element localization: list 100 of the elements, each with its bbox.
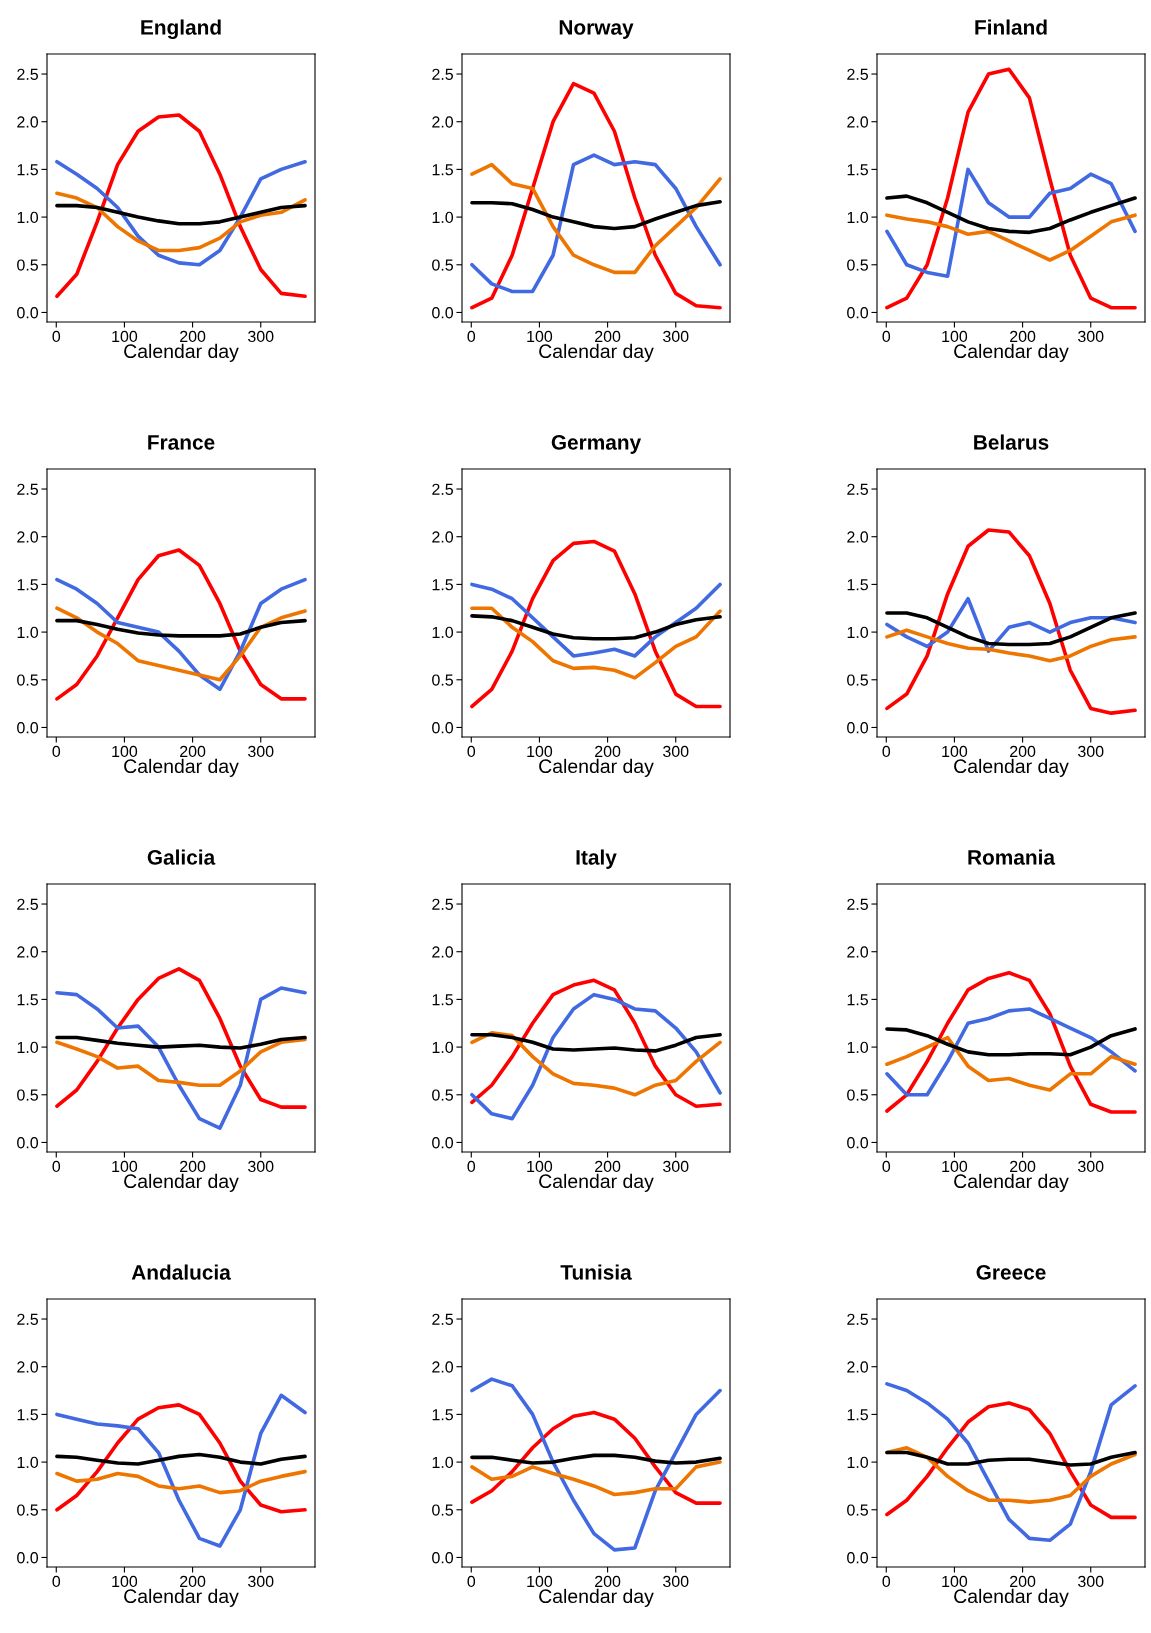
y-tick-label: 1.0: [847, 1041, 869, 1054]
y-tick-label: 2.0: [847, 531, 869, 543]
x-tick-label: 0: [882, 1575, 891, 1588]
line-series: [55, 1469, 307, 1495]
x-tick-label: 0: [882, 330, 891, 343]
x-tick-label: 0: [52, 1575, 61, 1588]
y-tick-label: 2.5: [432, 483, 453, 495]
x-tick-label: 0: [52, 1160, 61, 1173]
x-tick-label: 100: [942, 745, 968, 758]
x-tick-label: 200: [1010, 1160, 1036, 1173]
y-tick-label: 1.0: [432, 211, 454, 224]
x-tick-label: 0: [52, 745, 61, 758]
line-series: [55, 1037, 307, 1088]
line-series: [885, 1007, 1137, 1097]
chart-title: Galicia: [147, 849, 216, 865]
y-tick-label: 1.0: [17, 211, 39, 224]
y-tick-label: 0.0: [432, 307, 454, 319]
x-tick-label: 0: [882, 1160, 891, 1173]
y-tick-label: 1.5: [432, 164, 453, 176]
y-tick-label: 2.5: [17, 68, 38, 80]
line-series: [885, 194, 1137, 235]
line-series: [885, 213, 1137, 262]
line-series: [885, 1401, 1137, 1520]
y-tick-label: 2.5: [432, 1313, 453, 1325]
x-tick-label: 100: [112, 1575, 138, 1588]
x-tick-label: 300: [1078, 1160, 1104, 1173]
y-tick-label: 0.0: [17, 722, 39, 734]
y-tick-label: 0.5: [432, 674, 453, 686]
x-tick-label: 300: [1078, 1575, 1104, 1588]
line-series: [470, 582, 722, 658]
y-tick-label: 2.5: [432, 898, 453, 910]
y-tick-label: 2.5: [432, 68, 453, 80]
line-series: [885, 611, 1137, 647]
line-series: [55, 618, 307, 638]
line-series: [55, 967, 307, 1109]
x-axis-title: Calendar day: [539, 1588, 654, 1607]
x-tick-label: 100: [942, 1575, 968, 1588]
y-tick-label: 1.5: [847, 579, 868, 591]
line-series: [885, 628, 1137, 663]
x-tick-label: 100: [942, 330, 968, 343]
y-tick-label: 1.0: [17, 1041, 39, 1054]
y-tick-label: 1.0: [17, 626, 39, 639]
x-tick-label: 0: [52, 330, 61, 343]
y-tick-label: 0.0: [17, 307, 39, 319]
y-tick-label: 2.5: [17, 898, 38, 910]
y-tick-label: 0.5: [847, 1089, 868, 1101]
x-axis-title: Calendar day: [954, 1588, 1069, 1607]
x-tick-label: 200: [1010, 745, 1036, 758]
x-axis-title: Calendar day: [124, 1173, 239, 1192]
chart-title: Italy: [576, 849, 617, 869]
y-tick-label: 0.0: [432, 722, 454, 734]
line-series: [55, 1035, 307, 1050]
y-tick-label: 2.0: [432, 1361, 454, 1373]
line-series: [55, 203, 307, 226]
y-tick-label: 2.0: [847, 116, 869, 128]
line-series: [55, 113, 307, 299]
line-series: [55, 159, 307, 267]
line-series: [885, 67, 1137, 310]
line-series: [55, 548, 307, 701]
line-series: [470, 81, 722, 310]
y-tick-label: 1.0: [432, 626, 454, 639]
y-tick-label: 0.0: [432, 1137, 454, 1149]
y-tick-label: 1.5: [432, 994, 453, 1006]
line-series: [470, 200, 722, 231]
line-series: [470, 992, 722, 1121]
y-tick-label: 2.5: [847, 898, 868, 910]
y-tick-label: 0.0: [432, 1552, 454, 1564]
y-tick-label: 1.0: [432, 1456, 454, 1469]
chart-title: Greece: [976, 1265, 1046, 1280]
chart-title: Germany: [551, 435, 642, 454]
y-tick-label: 2.0: [17, 116, 39, 128]
line-series: [885, 1035, 1137, 1092]
x-axis-title: Calendar day: [124, 1588, 239, 1607]
x-tick-label: 300: [248, 1575, 274, 1588]
chart-title: France: [148, 435, 215, 450]
y-tick-label: 1.0: [847, 211, 869, 224]
x-tick-label: 200: [595, 330, 621, 343]
line-series: [55, 1452, 307, 1466]
y-tick-label: 0.0: [17, 1552, 39, 1564]
y-tick-label: 0.5: [847, 1504, 868, 1516]
line-series: [470, 162, 722, 275]
y-tick-label: 1.5: [847, 994, 868, 1006]
x-tick-label: 300: [248, 745, 274, 758]
x-tick-label: 200: [595, 1575, 621, 1588]
x-tick-label: 0: [467, 1160, 476, 1173]
y-tick-label: 2.5: [17, 1313, 38, 1325]
chart-title: Tunisia: [560, 1264, 632, 1280]
y-tick-label: 1.0: [847, 626, 869, 639]
line-series: [55, 1393, 307, 1548]
x-axis-title: Calendar day: [539, 1173, 654, 1192]
line-series: [470, 1377, 722, 1552]
line-series: [885, 970, 1137, 1114]
line-series: [470, 1460, 722, 1497]
y-tick-label: 0.5: [847, 674, 868, 686]
y-tick-label: 0.0: [847, 1552, 869, 1564]
y-tick-label: 0.5: [17, 1504, 38, 1516]
y-tick-label: 1.5: [432, 579, 453, 591]
line-series: [470, 1030, 722, 1097]
y-tick-label: 1.5: [17, 994, 38, 1006]
y-tick-label: 1.5: [17, 164, 38, 176]
